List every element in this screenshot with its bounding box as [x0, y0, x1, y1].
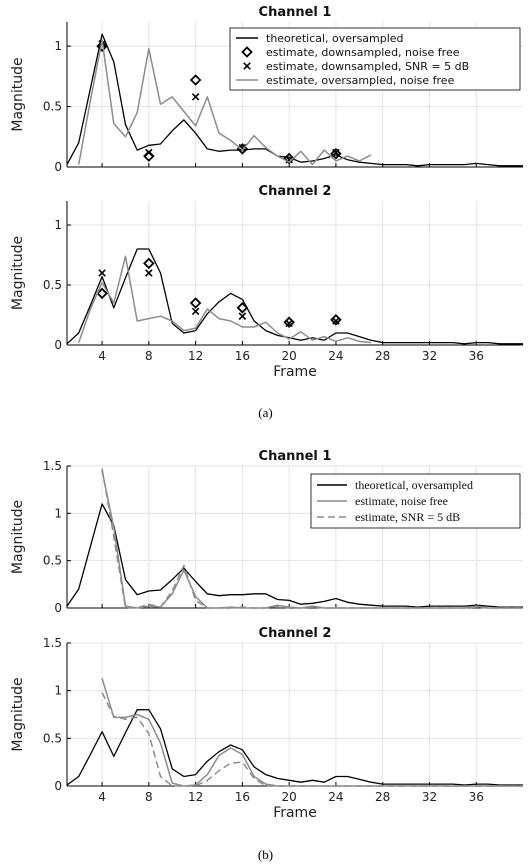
- legend-label-a1-0: theoretical, oversampled: [266, 32, 404, 45]
- xtick-label-b2-6: 28: [375, 790, 390, 804]
- legend-swatch-a1-1: [241, 46, 253, 58]
- xtick-label-a2-3: 16: [235, 349, 250, 363]
- xtick-label-b2-7: 32: [422, 790, 437, 804]
- ylabel-a2: Magnitude: [10, 236, 26, 310]
- xlabel-a2: Frame: [273, 364, 317, 380]
- ytick-label-a2-2: 1: [54, 218, 62, 232]
- xtick-label-a2-2: 12: [188, 349, 203, 363]
- legend-label-a1-2: estimate, downsampled, SNR = 5 dB: [266, 60, 469, 73]
- xtick-label-a2-4: 20: [282, 349, 297, 363]
- legend-swatch-a1-2: [243, 62, 251, 70]
- xtick-label-b2-3: 16: [235, 790, 250, 804]
- series-point-a2-1-3: [236, 302, 249, 314]
- xtick-label-b2-0: 4: [98, 790, 106, 804]
- chart-title-a2: Channel 2: [259, 184, 332, 199]
- xtick-label-b2-1: 8: [145, 790, 153, 804]
- legend-label-b1-1: estimate, noise free: [355, 494, 448, 508]
- caption-b: (b): [257, 847, 274, 862]
- legend-label-a1-3: estimate, oversampled, noise free: [266, 74, 455, 87]
- series-line-b2-1: [101, 678, 523, 787]
- series-point-a2-1-2: [189, 297, 202, 309]
- xtick-label-a2-8: 36: [469, 349, 484, 363]
- ytick-label-a1-0: 0: [54, 160, 62, 174]
- series-point-a2-2-4: [285, 319, 293, 328]
- xtick-label-a2-5: 24: [328, 349, 343, 363]
- ytick-label-b2-2: 1: [54, 684, 62, 698]
- xtick-label-a2-1: 8: [145, 349, 153, 363]
- ytick-label-a2-0: 0: [54, 338, 62, 352]
- ytick-label-b1-2: 1: [54, 506, 62, 520]
- ytick-label-b2-3: 1.5: [43, 636, 62, 650]
- series-point-a1-1-5: [330, 147, 342, 160]
- series-point-a2-2-3: [238, 312, 247, 320]
- series-line-a1-3: [77, 39, 372, 166]
- chart-title-b1: Channel 1: [259, 449, 332, 464]
- series-point-a2-1-1: [143, 257, 155, 270]
- legend-label-a1-1: estimate, downsampled, noise free: [266, 46, 460, 59]
- xtick-label-a2-6: 28: [375, 349, 390, 363]
- ylabel-b2: Magnitude: [10, 677, 26, 751]
- chart-title-b2: Channel 2: [259, 626, 332, 641]
- ylabel-b1: Magnitude: [10, 500, 26, 574]
- series-point-a1-2-2: [191, 93, 200, 101]
- series-point-a1-1-0: [96, 40, 108, 52]
- series-point-a2-2-1: [145, 269, 153, 277]
- xtick-label-a2-7: 32: [422, 349, 437, 363]
- series-line-a1-0: [66, 33, 523, 167]
- series-point-a2-2-5: [332, 317, 340, 325]
- series-line-a2-3: [77, 255, 372, 344]
- legend-label-b1-2: estimate, SNR = 5 dB: [355, 510, 460, 524]
- series-point-a2-2-2: [191, 307, 200, 316]
- ytick-label-a1-2: 1: [54, 39, 62, 53]
- ytick-label-a2-1: 0.5: [43, 278, 62, 292]
- legend-label-b1-0: theoretical, oversampled: [355, 478, 473, 492]
- series-point-a2-2-0: [98, 269, 106, 277]
- xtick-label-a2-0: 4: [98, 349, 106, 363]
- caption-a: (a): [258, 405, 273, 420]
- xlabel-b2: Frame: [273, 805, 317, 821]
- series-point-a1-2-1: [145, 148, 153, 157]
- series-line-a2-0: [66, 248, 523, 345]
- ylabel-a1: Magnitude: [10, 57, 26, 131]
- series-line-b1-0: [66, 503, 523, 608]
- ytick-label-b2-1: 0.5: [43, 731, 62, 745]
- xtick-label-b2-4: 20: [282, 790, 297, 804]
- series-point-a2-1-0: [96, 287, 108, 300]
- ytick-label-a1-1: 0.5: [43, 100, 62, 114]
- ytick-label-b1-3: 1.5: [43, 459, 62, 473]
- xtick-label-b2-5: 24: [328, 790, 343, 804]
- ytick-label-b1-0: 0: [54, 601, 62, 615]
- series-line-b2-2: [101, 692, 523, 787]
- series-line-b1-2: [101, 468, 523, 609]
- ytick-label-b1-1: 0.5: [43, 554, 62, 568]
- xtick-label-b2-8: 36: [469, 790, 484, 804]
- chart-title-a1: Channel 1: [259, 5, 332, 20]
- series-line-b2-0: [66, 709, 523, 786]
- legend-box-a1: [229, 27, 521, 91]
- xtick-label-b2-2: 12: [188, 790, 203, 804]
- ytick-label-b2-0: 0: [54, 779, 62, 793]
- series-point-a1-2-3: [238, 143, 247, 152]
- series-point-a1-1-2: [189, 74, 202, 86]
- series-point-a1-2-5: [332, 148, 340, 157]
